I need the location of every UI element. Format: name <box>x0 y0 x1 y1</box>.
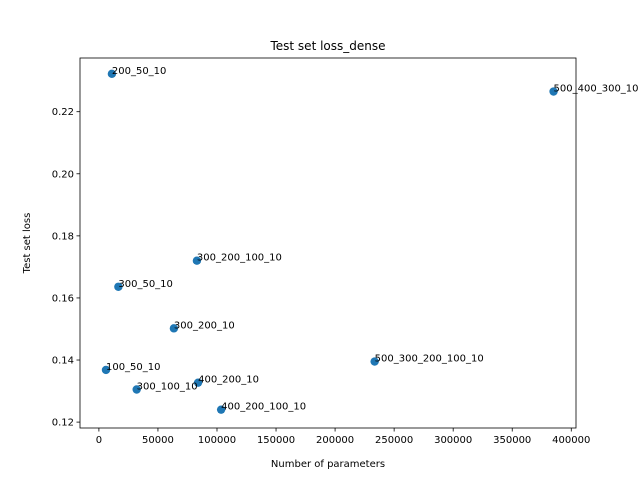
x-axis-label: Number of parameters <box>271 459 385 470</box>
y-tick-label: 0.14 <box>52 356 74 367</box>
point-label: 500_300_200_100_10 <box>375 354 484 365</box>
scatter-point <box>216 405 226 414</box>
x-axis: 0 50000 100000 150000 200000 250000 300000 3500… <box>96 428 590 446</box>
y-tick-label: 0.16 <box>52 293 74 304</box>
x-tick-label: 250000 <box>375 435 413 446</box>
scatter-point <box>370 357 379 366</box>
point-label: 300_200_10 <box>174 320 235 331</box>
scatter-point <box>192 256 202 265</box>
point-label: 100_50_10 <box>106 362 161 373</box>
chart-title: Test set loss_dense <box>269 39 385 53</box>
y-tick-label: 0.22 <box>52 107 74 118</box>
x-tick-label: 200000 <box>316 435 354 446</box>
point-label: 500_400_300_10 <box>554 84 639 95</box>
scatter-point <box>114 282 123 291</box>
scatter-point <box>107 69 117 79</box>
x-tick-label: 150000 <box>257 435 295 446</box>
point-label: 400_200_10 <box>198 375 259 386</box>
x-tick-label: 0 <box>96 435 102 446</box>
y-tick-label: 0.18 <box>52 231 74 242</box>
y-tick-label: 0.20 <box>52 169 74 180</box>
point-label: 300_50_10 <box>118 279 173 290</box>
point-label: 200_50_10 <box>112 66 167 77</box>
plot-frame <box>79 57 577 429</box>
point-label: 300_100_10 <box>137 382 198 393</box>
point-label: 400_200_100_10 <box>221 402 306 413</box>
scatter-point <box>101 365 111 375</box>
x-tick-label: 350000 <box>493 435 531 446</box>
plot-area: 200_50_10 500_400_300_10 300_200_100_10 300… <box>101 66 639 414</box>
scatter-point <box>132 385 141 394</box>
point-label: 300_200_100_10 <box>197 253 282 264</box>
y-tick-label: 0.12 <box>52 418 74 429</box>
scatter-point <box>169 324 179 333</box>
y-axis-label: Test set loss <box>22 213 33 275</box>
x-tick-label: 50000 <box>142 435 174 446</box>
scatter-point <box>193 378 203 387</box>
x-tick-label: 300000 <box>434 435 472 446</box>
scatter-point <box>549 87 558 96</box>
y-axis: 0.12 0.14 0.16 0.18 0.20 0.22 <box>52 107 80 429</box>
x-tick-label: 100000 <box>198 435 236 446</box>
x-tick-label: 400000 <box>552 435 590 446</box>
